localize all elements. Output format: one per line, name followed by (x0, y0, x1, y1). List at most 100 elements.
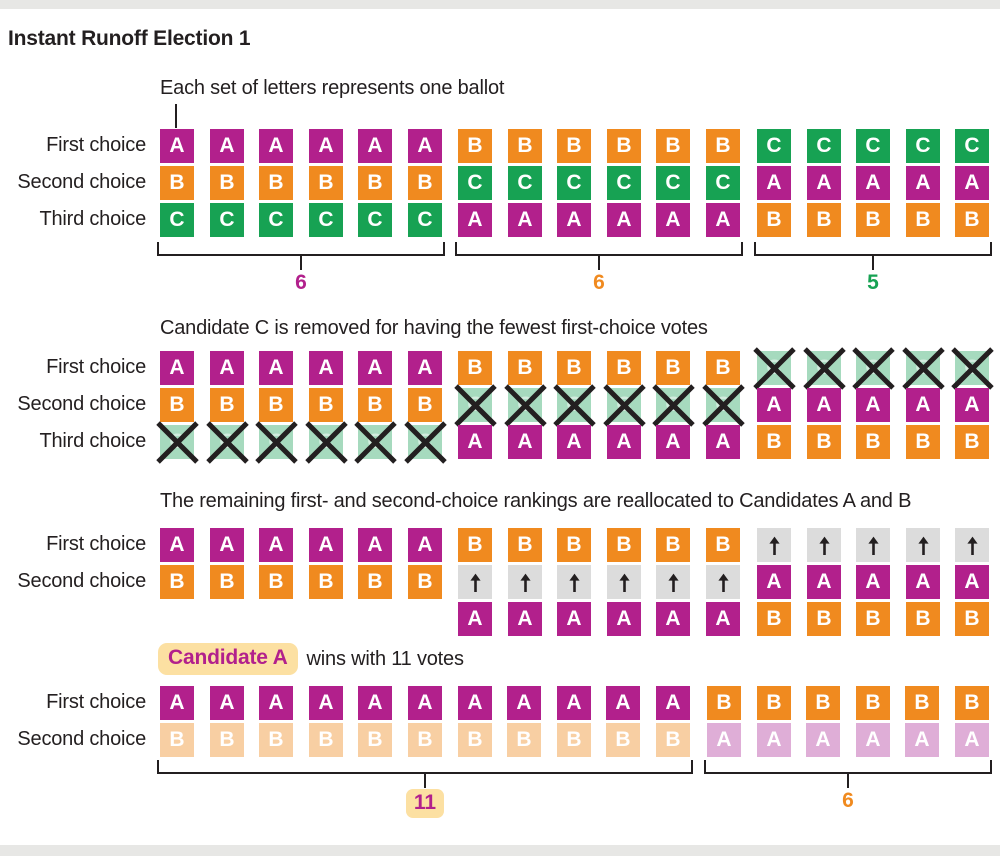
ballot-cell-letter: A (169, 134, 185, 157)
ballot-cell-b: B (656, 528, 690, 562)
ballot-cell-letter: B (367, 393, 383, 416)
ballot-cell-c-removed: C (851, 346, 895, 390)
ballot-cell-a: A (160, 528, 194, 562)
ballot-cell-c: C (259, 203, 293, 237)
ballot-cell-letter: A (417, 691, 433, 714)
ballot-cell-a: A (656, 602, 690, 636)
ballot-cell-letter: B (616, 134, 632, 157)
ballot-cell-letter: B (318, 570, 334, 593)
ballot-cell-letter: A (367, 134, 383, 157)
ballot-cell-letter: A (766, 171, 782, 194)
row-label: Second choice (17, 570, 146, 592)
ballot-cell-b: B (358, 565, 392, 599)
ballot-cell-a: A (856, 388, 890, 422)
ballot-cell-letter: B (367, 570, 383, 593)
arrow-up-icon (568, 573, 580, 592)
ballot-cell-letter: B (318, 171, 334, 194)
ballot-cell-b: B (905, 686, 939, 720)
ballot-cell-a: A (160, 686, 194, 720)
arrow-up-icon (618, 573, 630, 592)
ballot-cell-a-faded: A (905, 723, 939, 757)
ballot-cell-letter: A (865, 393, 881, 416)
ballot-cell-letter: B (566, 533, 582, 556)
ballot-cell-letter: A (318, 533, 334, 556)
arrow-up-icon (519, 573, 531, 592)
ballot-cell-b: B (458, 351, 492, 385)
ballot-cell-letter: B (268, 728, 284, 751)
ballot-cell-b: B (906, 203, 940, 237)
ballot-cell-c: C (656, 166, 690, 200)
arrow-up-icon (818, 536, 830, 555)
ballot-cell-a: A (358, 686, 392, 720)
bracket-right-tick (990, 760, 992, 774)
ballot-cell-letter: C (268, 208, 284, 231)
winner-text: wins with 11 votes (306, 647, 464, 670)
ballot-count: 5 (754, 271, 992, 295)
ballot-cell-arrow (656, 565, 690, 599)
ballot-cell-letter: B (816, 607, 832, 630)
ballot-cell-letter: A (964, 570, 980, 593)
ballot-cell-b-faded: B (507, 723, 541, 757)
ballot-cell-letter: B (865, 691, 881, 714)
bracket-left-tick (754, 242, 756, 256)
ballot-cell-letter: C (865, 134, 881, 157)
ballot-cell-letter: C (616, 171, 632, 194)
ballot-cell-letter: A (219, 134, 235, 157)
ballot-cell-letter: A (417, 134, 433, 157)
row-label: First choice (46, 134, 146, 156)
ballot-cell-b: B (955, 686, 989, 720)
ballot-cell-letter: B (417, 570, 433, 593)
ballot-cell-a: A (706, 203, 740, 237)
ballot-cell-a: A (656, 203, 690, 237)
ballot-cell-letter: A (715, 607, 731, 630)
ballot-cell-a: A (757, 565, 791, 599)
ballot-cell-c-removed: C (752, 346, 796, 390)
ballot-cell-a: A (955, 388, 989, 422)
ballot-cell-letter: A (566, 208, 582, 231)
ballot-cell-letter: A (367, 356, 383, 379)
ballot-cell-arrow (557, 565, 591, 599)
arrow-up-icon (966, 536, 978, 555)
ballot-cell-a: A (856, 565, 890, 599)
ballot-cell-c: C (607, 166, 641, 200)
ballot-cell-arrow (706, 565, 740, 599)
ballot-cell-a: A (508, 203, 542, 237)
ballot-cell-a-faded: A (806, 723, 840, 757)
ballot-cell-a: A (358, 528, 392, 562)
ballot-cell-letter: B (715, 356, 731, 379)
ballot-cell-a: A (557, 425, 591, 459)
ballot-cell-a: A (458, 203, 492, 237)
ballot-cell-c: C (856, 129, 890, 163)
ballot-cell-letter: B (169, 171, 185, 194)
ballot-cell-letter: B (715, 533, 731, 556)
ballot-cell-b: B (309, 565, 343, 599)
ballot-cell-c: C (358, 203, 392, 237)
ballot-cell-letter: A (815, 728, 831, 751)
ballot-cell-b-faded: B (160, 723, 194, 757)
ballot-cell-b: B (955, 425, 989, 459)
ballot-cell-letter: A (516, 691, 532, 714)
ballot-cell-letter: C (964, 134, 980, 157)
arrow-up-icon (667, 573, 679, 592)
ballot-cell-b: B (210, 166, 244, 200)
ballot-cell-b-faded: B (458, 723, 492, 757)
ballot-cell-b: B (160, 166, 194, 200)
ballot-cell-letter: A (865, 728, 881, 751)
ballot-cell-a: A (507, 686, 541, 720)
ballot-count-value: 11 (405, 789, 445, 818)
ballot-cell-letter: B (914, 691, 930, 714)
ballot-cell-b-faded: B (557, 723, 591, 757)
ballot-cell-a: A (458, 602, 492, 636)
ballot-cell-letter: C (219, 208, 235, 231)
ballot-cell-c: C (955, 129, 989, 163)
ballot-cell-letter: B (467, 533, 483, 556)
ballot-cell-c-removed: C (304, 420, 348, 464)
ballot-cell-letter: A (715, 208, 731, 231)
ballot-cell-c: C (807, 129, 841, 163)
ballot-cell-b: B (906, 425, 940, 459)
bracket-line (754, 254, 992, 256)
bracket-line (157, 772, 693, 774)
ballot-cell-letter: A (417, 533, 433, 556)
ballot-cell-b: B (706, 129, 740, 163)
ballot-cell-letter: B (566, 728, 582, 751)
